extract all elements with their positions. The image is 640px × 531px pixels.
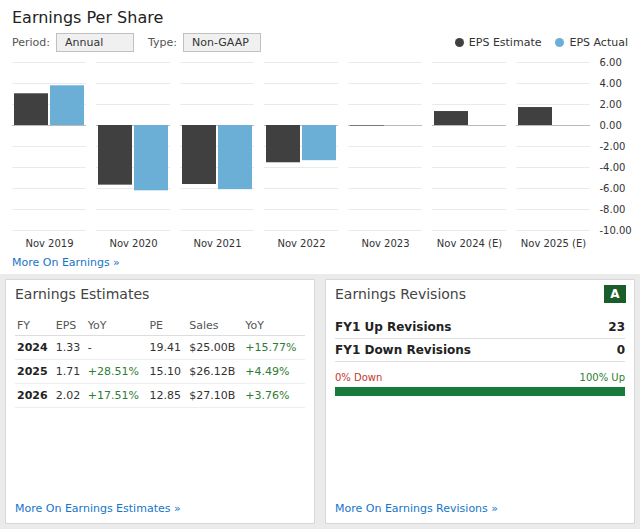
- svg-text:4.00: 4.00: [600, 78, 622, 89]
- svg-text:-4.00: -4.00: [600, 162, 626, 173]
- html-text:23: 23: [608, 320, 625, 334]
- svg-text:-8.00: -8.00: [600, 204, 626, 215]
- html-text:19.41: 19.41: [149, 341, 181, 354]
- html-text:2025: 2025: [17, 365, 48, 378]
- html-text:0% Down: 0% Down: [335, 372, 383, 383]
- html-text:$26.12B: $26.12B: [189, 365, 236, 378]
- svg-text:-6.00: -6.00: [600, 183, 626, 194]
- html-text:12.85: 12.85: [149, 389, 181, 402]
- html-text:EPS Estimate: EPS Estimate: [468, 35, 542, 49]
- html-text:More On Earnings Estimates »: More On Earnings Estimates »: [15, 502, 181, 515]
- html-text:Type:: Type:: [148, 35, 177, 49]
- html-text:FY1 Down Revisions: FY1 Down Revisions: [335, 343, 471, 357]
- svg-text:-10.00: -10.00: [600, 225, 632, 236]
- html-text:1.71: 1.71: [55, 365, 81, 378]
- html-text:Period:: Period:: [12, 35, 50, 49]
- html-text:PE: PE: [149, 319, 163, 332]
- html-text:15.10: 15.10: [149, 365, 181, 378]
- html-text:0: 0: [616, 343, 625, 357]
- svg-text:2.00: 2.00: [600, 99, 622, 110]
- html-text:YoY: YoY: [245, 319, 264, 332]
- html-text:1.33: 1.33: [55, 341, 81, 354]
- html-text:Non-GAAP: Non-GAAP: [192, 35, 249, 49]
- html-text:Earnings Per Share: Earnings Per Share: [12, 8, 164, 27]
- html-text:+15.77%: +15.77%: [245, 341, 297, 354]
- html-text:Earnings Estimates: Earnings Estimates: [15, 286, 150, 302]
- html-text:100% Up: 100% Up: [579, 372, 625, 383]
- svg-text:Nov 2020: Nov 2020: [109, 238, 157, 249]
- html-text:+17.51%: +17.51%: [87, 389, 139, 402]
- html-text:More On Earnings Revisions »: More On Earnings Revisions »: [335, 502, 499, 515]
- html-text:+3.76%: +3.76%: [245, 389, 290, 402]
- html-text:2.02: 2.02: [55, 389, 81, 402]
- svg-text:Nov 2021: Nov 2021: [193, 238, 241, 249]
- html-text:+4.49%: +4.49%: [245, 365, 290, 378]
- svg-text:0.00: 0.00: [600, 120, 622, 131]
- svg-text:Nov 2022: Nov 2022: [277, 238, 325, 249]
- svg-text:6.00: 6.00: [600, 57, 622, 68]
- html-text:2024: 2024: [17, 341, 48, 354]
- svg-text:Nov 2023: Nov 2023: [361, 238, 409, 249]
- svg-text:Nov 2019: Nov 2019: [25, 238, 73, 249]
- svg-text:-2.00: -2.00: [600, 141, 626, 152]
- html-text:EPS: EPS: [55, 319, 77, 332]
- html-text:Earnings Revisions: Earnings Revisions: [335, 286, 466, 302]
- html-text:YoY: YoY: [87, 319, 107, 332]
- html-text:FY: FY: [17, 319, 30, 332]
- html-text:Annual: Annual: [65, 35, 104, 49]
- svg-text:Nov 2025 (E): Nov 2025 (E): [521, 238, 587, 249]
- html-text:Sales: Sales: [189, 319, 219, 332]
- html-text:More On Earnings »: More On Earnings »: [12, 256, 120, 269]
- html-text:2026: 2026: [17, 389, 48, 402]
- html-text:+28.51%: +28.51%: [87, 365, 139, 378]
- svg-text:Nov 2024 (E): Nov 2024 (E): [437, 238, 503, 249]
- html-text:$27.10B: $27.10B: [189, 389, 236, 402]
- html-text:A: A: [610, 287, 620, 301]
- html-text:EPS Actual: EPS Actual: [569, 35, 628, 49]
- html-text:$25.00B: $25.00B: [189, 341, 236, 354]
- html-text:FY1 Up Revisions: FY1 Up Revisions: [335, 320, 452, 334]
